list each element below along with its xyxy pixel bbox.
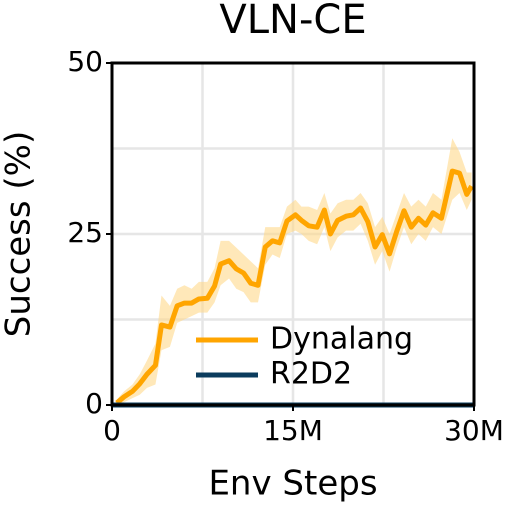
legend-label: Dynalang [270,322,413,357]
y-tick-label: 0 [85,387,103,420]
y-tick-label: 25 [67,216,103,249]
x-axis-label: Env Steps [208,464,377,504]
x-tick-label: 30M [444,414,504,447]
legend-label: R2D2 [270,357,352,392]
y-tick-label: 50 [67,45,103,78]
confidence-band [116,138,472,406]
chart-title: VLN-CE [219,0,366,43]
line [115,168,474,405]
y-axis-label: Success (%) [0,131,39,338]
x-tick-label: 0 [103,414,121,447]
x-tick-label: 15M [263,414,323,447]
